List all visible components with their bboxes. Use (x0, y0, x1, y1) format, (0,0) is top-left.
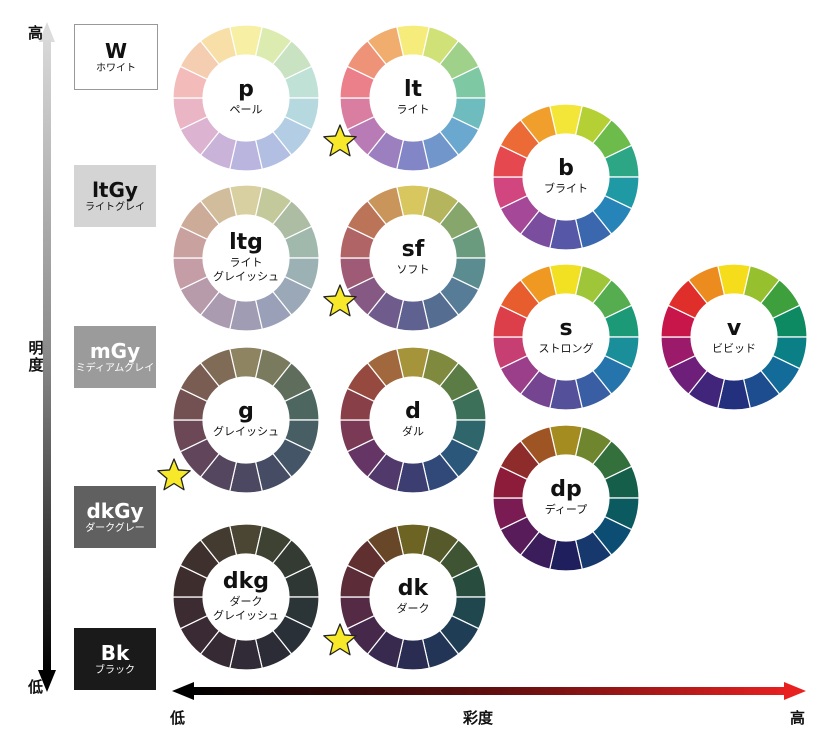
tone-label-dp: dp ディープ (524, 479, 608, 517)
tone-name: グレイッシュ (213, 425, 279, 438)
tone-name: ソフト (396, 263, 430, 276)
tone-wheel-b (492, 103, 640, 251)
lightness-axis-top-arrowhead (39, 22, 55, 42)
star-icon (323, 284, 357, 317)
gray-name: ライトグレイ (85, 201, 145, 213)
wheel-center (203, 215, 289, 301)
gray-box-w: W ホワイト (74, 24, 158, 90)
tone-name: ブライト (544, 182, 588, 195)
lightness-axis-bar (43, 40, 51, 672)
tone-abbr: dk (397, 576, 429, 601)
wheel-center (370, 55, 456, 141)
tone-abbr: b (558, 156, 574, 181)
wheel-center (370, 215, 456, 301)
gray-abbr: dkGy (86, 498, 144, 523)
tone-label-s: s ストロング (524, 318, 608, 356)
gray-abbr: mGy (89, 338, 141, 363)
star-icon (157, 458, 191, 491)
gray-name: ホワイト (96, 62, 136, 74)
gray-box-mgy: mGy ミディアムグレイ (74, 326, 156, 388)
tone-name: ストロング (538, 342, 594, 355)
tone-label-dk: dk ダーク (371, 578, 455, 616)
gray-name: ダークグレー (85, 522, 145, 534)
wheel-center (370, 377, 456, 463)
chroma-axis-left-arrowhead (172, 682, 194, 700)
tone-name: ダル (402, 425, 424, 438)
tone-abbr: p (238, 77, 254, 102)
tone-wheel-s (492, 263, 640, 411)
chroma-axis-bar (192, 687, 788, 695)
gray-box-ltgy: ltGy ライトグレイ (74, 165, 156, 227)
gray-box-bk: Bk ブラック (74, 628, 156, 690)
wheel-center (523, 455, 609, 541)
tone-abbr: dp (550, 477, 582, 502)
tone-abbr: d (405, 399, 421, 424)
gray-name: ブラック (95, 664, 135, 676)
tone-abbr: ltg (229, 230, 263, 255)
tone-wheel-v (660, 263, 808, 411)
tone-wheel-lt (323, 24, 487, 172)
gray-abbr: W (104, 38, 128, 63)
tone-name: ビビッド (712, 342, 756, 355)
tone-label-d: d ダル (371, 401, 455, 439)
wheel-center (203, 554, 289, 640)
tone-label-sf: sf ソフト (371, 239, 455, 277)
star-icon (323, 124, 357, 157)
chroma-axis-high-label: 高 (790, 709, 806, 727)
lightness-axis-low-label: 低 (28, 678, 44, 696)
lightness-axis (38, 22, 56, 692)
tone-label-dkg: dkg ダーク グレイッシュ (204, 571, 288, 623)
chroma-axis-right-arrowhead (784, 682, 806, 700)
tone-label-g: g グレイッシュ (204, 401, 288, 439)
wheel-center (523, 294, 609, 380)
wheel-center (203, 377, 289, 463)
gray-abbr: Bk (100, 640, 130, 665)
tone-name: ペール (229, 103, 263, 116)
wheel-center (691, 294, 777, 380)
tone-wheel-dp (492, 424, 640, 572)
chroma-axis (172, 682, 806, 700)
tone-label-ltg: ltg ライト グレイッシュ (204, 232, 288, 284)
tone-abbr: v (726, 316, 742, 341)
tone-wheel-p (172, 24, 320, 172)
tone-name: ダーク (396, 602, 430, 615)
tone-wheel-dkg (172, 523, 320, 671)
star-icon (323, 623, 357, 656)
lightness-axis-bottom-arrowhead (38, 670, 56, 692)
tone-abbr: lt (403, 77, 423, 102)
tone-abbr: s (559, 316, 573, 341)
tone-abbr: dkg (222, 569, 270, 594)
chroma-axis-title: 彩度 (463, 709, 494, 727)
tone-name: ライト グレイッシュ (213, 256, 279, 283)
tone-abbr: sf (401, 237, 425, 262)
gray-abbr: ltGy (92, 177, 138, 202)
gray-name: ミディアムグレイ (75, 362, 155, 374)
tone-label-p: p ペール (204, 79, 288, 117)
tone-name: ダーク グレイッシュ (213, 595, 279, 622)
wheel-center (370, 554, 456, 640)
tone-label-v: v ビビッド (692, 318, 776, 356)
tone-wheel-d (339, 346, 487, 494)
lightness-axis-high-label: 高 (28, 24, 44, 42)
chroma-axis-low-label: 低 (170, 709, 186, 727)
tone-wheel-g (157, 346, 320, 494)
tone-label-b: b ブライト (524, 158, 608, 196)
tone-abbr: g (238, 399, 254, 424)
tone-wheel-ltg (172, 184, 320, 332)
gray-box-dkgy: dkGy ダークグレー (74, 486, 156, 548)
tone-wheel-dk (323, 523, 487, 671)
wheel-center (203, 55, 289, 141)
tone-name: ライト (396, 103, 430, 116)
tone-label-lt: lt ライト (371, 79, 455, 117)
tone-wheel-sf (323, 184, 487, 332)
wheel-center (523, 134, 609, 220)
lightness-axis-title: 明度 (28, 339, 44, 374)
tone-name: ディープ (544, 503, 588, 516)
